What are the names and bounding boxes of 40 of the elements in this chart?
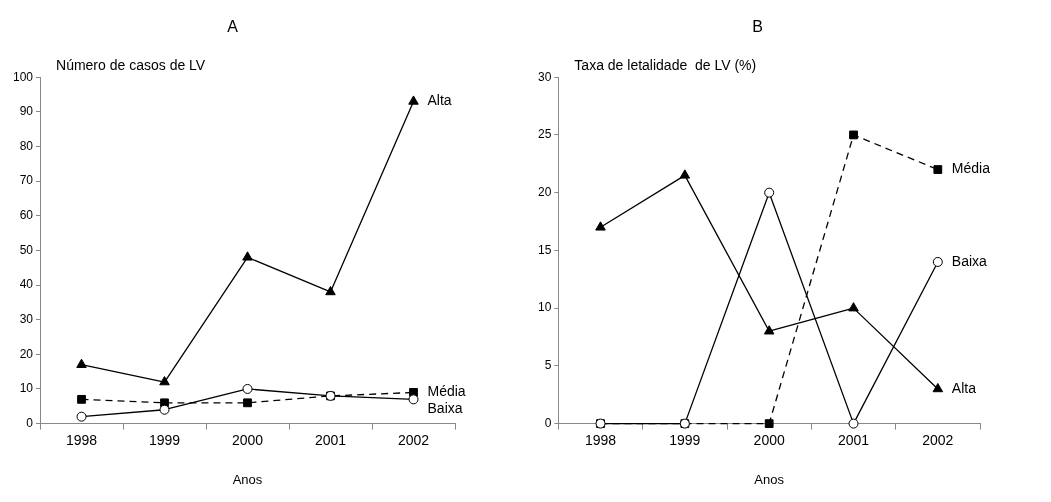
x-tick-label: 2000 bbox=[753, 431, 785, 448]
y-axis-title: Taxa de letalidade de LV (%) bbox=[574, 57, 757, 74]
x-tick-label: 2000 bbox=[231, 431, 264, 448]
x-tick-label: 1999 bbox=[669, 431, 701, 448]
y-tick-label: 90 bbox=[19, 104, 34, 119]
y-axis-title: Número de casos de LV bbox=[56, 57, 206, 74]
series-label: Baixa bbox=[951, 252, 988, 269]
y-tick-label: 20 bbox=[19, 346, 34, 361]
y-tick-label: 30 bbox=[537, 69, 552, 84]
y-tick-label: 0 bbox=[26, 415, 34, 430]
x-axis-title: Anos bbox=[754, 471, 785, 487]
y-tick-label: 10 bbox=[537, 300, 552, 315]
x-tick-label: 1999 bbox=[148, 431, 181, 448]
series-label: Média bbox=[951, 160, 991, 177]
y-tick-label: 25 bbox=[537, 127, 552, 142]
series-label: Média bbox=[427, 383, 466, 400]
x-tick-label: 2002 bbox=[397, 431, 430, 448]
y-tick-label: 15 bbox=[537, 242, 552, 257]
y-tick-label: 20 bbox=[537, 184, 552, 199]
y-tick-label: 80 bbox=[19, 138, 34, 153]
x-tick-label: 2001 bbox=[314, 431, 347, 448]
x-tick-label: 1998 bbox=[65, 431, 98, 448]
y-tick-label: 0 bbox=[544, 415, 552, 430]
y-tick-label: 40 bbox=[19, 277, 34, 292]
series-label: Alta bbox=[427, 92, 452, 109]
y-tick-label: 10 bbox=[19, 381, 34, 396]
x-tick-label: 2001 bbox=[837, 431, 870, 448]
y-tick-label: 60 bbox=[19, 208, 34, 223]
series-label: Baixa bbox=[427, 400, 463, 417]
y-tick-label: 5 bbox=[544, 358, 552, 373]
chart-title: B bbox=[752, 18, 763, 36]
y-tick-label: 100 bbox=[12, 69, 34, 84]
x-tick-label: 2002 bbox=[922, 431, 954, 448]
y-tick-label: 50 bbox=[19, 242, 34, 257]
y-tick-label: 30 bbox=[19, 311, 34, 326]
y-tick-label: 70 bbox=[19, 173, 34, 188]
chart-title: A bbox=[227, 18, 239, 36]
x-tick-label: 1998 bbox=[584, 431, 617, 448]
x-axis-title: Anos bbox=[232, 471, 263, 487]
series-label: Alta bbox=[951, 379, 977, 396]
